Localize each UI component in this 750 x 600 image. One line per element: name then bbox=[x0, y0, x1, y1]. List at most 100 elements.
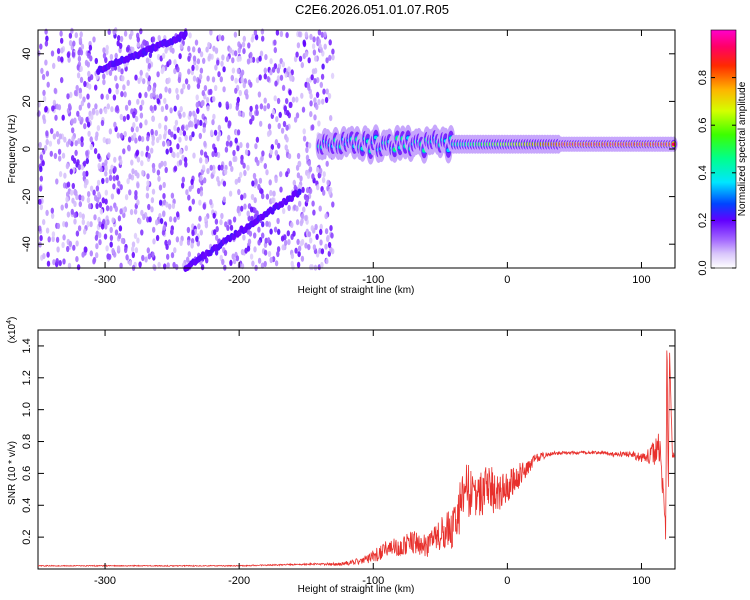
spectrogram-cell bbox=[104, 189, 109, 196]
spectrogram-cell bbox=[196, 187, 201, 195]
spectrogram-cell bbox=[328, 188, 332, 195]
spectrogram-cell bbox=[122, 148, 126, 155]
spectrogram-cell bbox=[299, 220, 303, 227]
spectrogram-cell bbox=[73, 212, 77, 219]
spectrogram-cell bbox=[127, 99, 132, 106]
spectrogram-cell bbox=[311, 68, 316, 75]
spectrogram-cell bbox=[277, 122, 281, 130]
spectrogram-cell bbox=[224, 146, 229, 153]
spectrogram-cell bbox=[228, 160, 232, 167]
spectrogram-cell bbox=[66, 181, 71, 188]
spectrogram-cell bbox=[307, 84, 311, 91]
spectrogram-cell bbox=[237, 47, 241, 54]
spectrogram-cell bbox=[256, 159, 260, 167]
spectrogram-cell bbox=[138, 92, 142, 99]
spectrogram-cell bbox=[249, 81, 253, 88]
spectrogram-cell bbox=[80, 140, 84, 148]
spectrogram-cell bbox=[279, 30, 284, 38]
spectrogram-cell bbox=[39, 166, 43, 173]
spectrogram-cell bbox=[64, 221, 69, 228]
spectrogram-cell bbox=[281, 84, 286, 91]
y-tick-label: -20 bbox=[21, 189, 33, 205]
spectrogram-cell bbox=[119, 208, 123, 215]
spectrogram-cell bbox=[108, 69, 113, 76]
spectrogram-cell bbox=[110, 193, 115, 200]
spectrogram-cell bbox=[39, 154, 43, 161]
spectrogram-cell bbox=[66, 211, 71, 218]
spectrogram-cell bbox=[162, 193, 166, 200]
spectrogram-cell bbox=[220, 164, 224, 171]
spectrogram-cell bbox=[222, 196, 226, 203]
spectrogram-cell bbox=[79, 31, 83, 38]
spectrogram-cell bbox=[158, 199, 163, 206]
spectrogram-cell bbox=[97, 191, 101, 198]
spectrogram-cell bbox=[78, 92, 83, 99]
spectrogram-cell bbox=[52, 133, 57, 140]
spectrogram-cell bbox=[179, 106, 183, 113]
spectrogram-cell bbox=[147, 62, 152, 70]
spectrogram-cell bbox=[177, 76, 182, 84]
spectrogram-cell bbox=[104, 223, 108, 230]
spectrogram-cell bbox=[158, 213, 162, 220]
spectrogram-cell bbox=[176, 143, 180, 150]
spectrogram-cell bbox=[100, 119, 105, 127]
spectrogram-cell bbox=[163, 124, 168, 131]
spectrogram-cell bbox=[178, 159, 183, 166]
spectrogram-cell bbox=[119, 184, 123, 191]
spectrogram-cell bbox=[195, 101, 199, 108]
spectrogram-cell bbox=[327, 93, 332, 100]
spectrogram-cell bbox=[118, 225, 123, 232]
spectrogram-cell bbox=[243, 192, 247, 199]
spectrogram-cell bbox=[241, 41, 246, 48]
spectrogram-cell bbox=[263, 97, 267, 104]
spectrogram-cell bbox=[94, 234, 99, 241]
spectrogram-cell bbox=[211, 76, 216, 83]
spectrogram-cell bbox=[139, 28, 143, 35]
y-tick-label: 0.2 bbox=[21, 529, 33, 544]
spectrogram-cell bbox=[296, 42, 301, 49]
spectrogram-cell bbox=[302, 206, 306, 213]
spectrogram-cell bbox=[60, 47, 64, 54]
spectrogram-cell bbox=[203, 151, 208, 158]
spectrogram-cell bbox=[329, 225, 333, 232]
spectrogram-cell bbox=[131, 246, 135, 253]
spectrogram-cell bbox=[190, 178, 194, 185]
spectrogram-cell bbox=[286, 230, 290, 237]
spectrogram-cell bbox=[192, 110, 196, 117]
spectrogram-cell bbox=[271, 197, 275, 204]
spectrogram-cell bbox=[263, 249, 268, 256]
spectrogram-cell bbox=[299, 240, 304, 247]
spectrogram-cell bbox=[250, 193, 255, 201]
spectrogram-cell bbox=[157, 261, 161, 268]
spectrogram-cell bbox=[212, 113, 216, 120]
spectrogram-cell bbox=[292, 230, 296, 237]
snr-scale-label: (x104) bbox=[6, 317, 18, 344]
spectrogram-cell bbox=[293, 184, 297, 191]
spectrogram-cell bbox=[311, 173, 315, 180]
spectrogram-cell bbox=[148, 51, 153, 59]
spectrogram-cell bbox=[62, 221, 66, 228]
spectrogram-cell bbox=[62, 258, 66, 265]
spectrogram-cell bbox=[83, 123, 87, 130]
spectrogram-cell bbox=[151, 188, 156, 195]
spectrogram-cell bbox=[231, 67, 236, 74]
spectrogram-cell bbox=[217, 164, 221, 171]
spectrogram-cell bbox=[180, 88, 184, 95]
spectrogram-cell bbox=[276, 97, 281, 105]
spectrogram-cell bbox=[271, 66, 276, 73]
spectrogram-cell bbox=[150, 128, 154, 136]
spectrogram-cell bbox=[158, 122, 162, 129]
spectrogram-cell bbox=[73, 117, 77, 124]
spectrogram-cell bbox=[326, 234, 330, 241]
spectrogram-cell bbox=[284, 144, 288, 151]
spectrogram-cell bbox=[130, 159, 134, 166]
spectrogram-cell bbox=[83, 228, 87, 235]
spectrogram-cell bbox=[294, 247, 298, 254]
spectrogram-cell bbox=[326, 179, 330, 186]
spectrogram-cell bbox=[114, 52, 118, 60]
spectrogram-cell bbox=[142, 39, 146, 46]
spectrogram-cell bbox=[124, 194, 129, 201]
spectrogram-cell bbox=[147, 85, 151, 92]
spectrogram-cell bbox=[45, 35, 49, 42]
spectrogram-cell bbox=[168, 87, 172, 94]
